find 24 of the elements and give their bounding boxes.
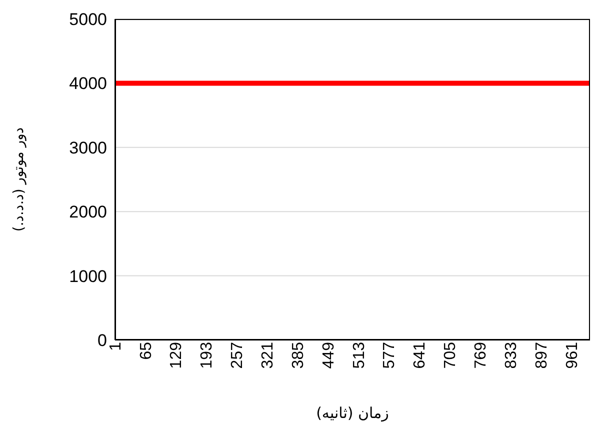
x-tick-label: 833 <box>502 342 520 369</box>
x-tick-label: 897 <box>533 342 550 369</box>
x-tick-label: 321 <box>260 342 277 369</box>
x-tick-label: 385 <box>290 342 307 369</box>
y-axis-title: دور موتور (د.د.د.) <box>10 127 27 232</box>
x-tick-label: 577 <box>381 342 398 369</box>
x-tick-label: 641 <box>412 342 429 369</box>
x-tick-label: 769 <box>472 342 490 369</box>
x-tick-label: 65 <box>138 342 155 360</box>
y-tick-label: 1000 <box>69 266 107 286</box>
x-tick-label: 129 <box>168 342 186 369</box>
x-tick-label: 449 <box>320 342 338 369</box>
y-tick-label: 3000 <box>69 138 107 158</box>
x-axis-title: زمان (ثانیه) <box>316 404 389 422</box>
y-tick-label: 0 <box>98 331 107 350</box>
x-tick-label: 1 <box>107 342 124 351</box>
x-tick-label: 961 <box>564 342 581 369</box>
y-tick-label: 4000 <box>69 74 107 94</box>
x-tick-label: 513 <box>350 342 368 369</box>
x-tick-label: 257 <box>229 342 246 369</box>
y-tick-label: 2000 <box>69 202 107 222</box>
x-tick-label: 193 <box>198 342 216 369</box>
y-tick-label: 5000 <box>69 10 107 30</box>
x-tick-label: 705 <box>442 342 460 369</box>
